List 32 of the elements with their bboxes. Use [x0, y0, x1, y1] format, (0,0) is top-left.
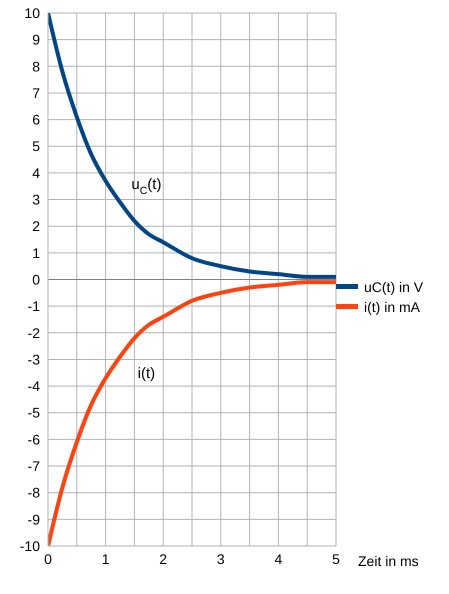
y-tick-label: 0 — [32, 271, 40, 288]
y-tick-label: -1 — [28, 298, 40, 314]
y-tick-label: -5 — [28, 404, 40, 421]
y-tick-label: 3 — [32, 192, 40, 208]
y-tick-label: -2 — [28, 324, 40, 341]
y-tick-label: -8 — [28, 484, 40, 501]
y-tick-label: 6 — [32, 112, 40, 128]
legend-label: uC(t) in V — [364, 279, 424, 295]
y-tick-label: 4 — [32, 164, 40, 181]
y-tick-label: -9 — [28, 511, 40, 528]
y-tick-label: 10 — [24, 4, 40, 21]
x-tick-label: 2 — [159, 550, 168, 567]
legend-label: i(t) in mA — [364, 299, 420, 315]
y-tick-label: -10 — [20, 538, 40, 554]
y-tick-label: 8 — [32, 58, 40, 74]
x-tick-label: 0 — [44, 550, 52, 567]
y-tick-label: -6 — [28, 431, 40, 448]
y-tick-label: 2 — [32, 218, 40, 234]
x-tick-label: 1 — [102, 550, 110, 567]
y-tick-label: -7 — [28, 458, 40, 474]
x-tick-label: 4 — [274, 550, 282, 567]
annotation: u$_{C}$(t) — [131, 176, 162, 197]
y-tick-label: 5 — [32, 138, 40, 154]
x-tick-label: 5 — [332, 550, 340, 567]
y-tick-label: 7 — [32, 84, 40, 101]
y-tick-label: -3 — [28, 351, 40, 368]
y-tick-label: 9 — [32, 32, 40, 48]
annotation: i(t) — [138, 365, 156, 382]
x-axis-title: Zeit in ms — [358, 553, 419, 569]
y-tick-label: -4 — [28, 378, 40, 394]
y-tick-label: 1 — [32, 244, 40, 261]
x-tick-label: 3 — [216, 550, 225, 567]
